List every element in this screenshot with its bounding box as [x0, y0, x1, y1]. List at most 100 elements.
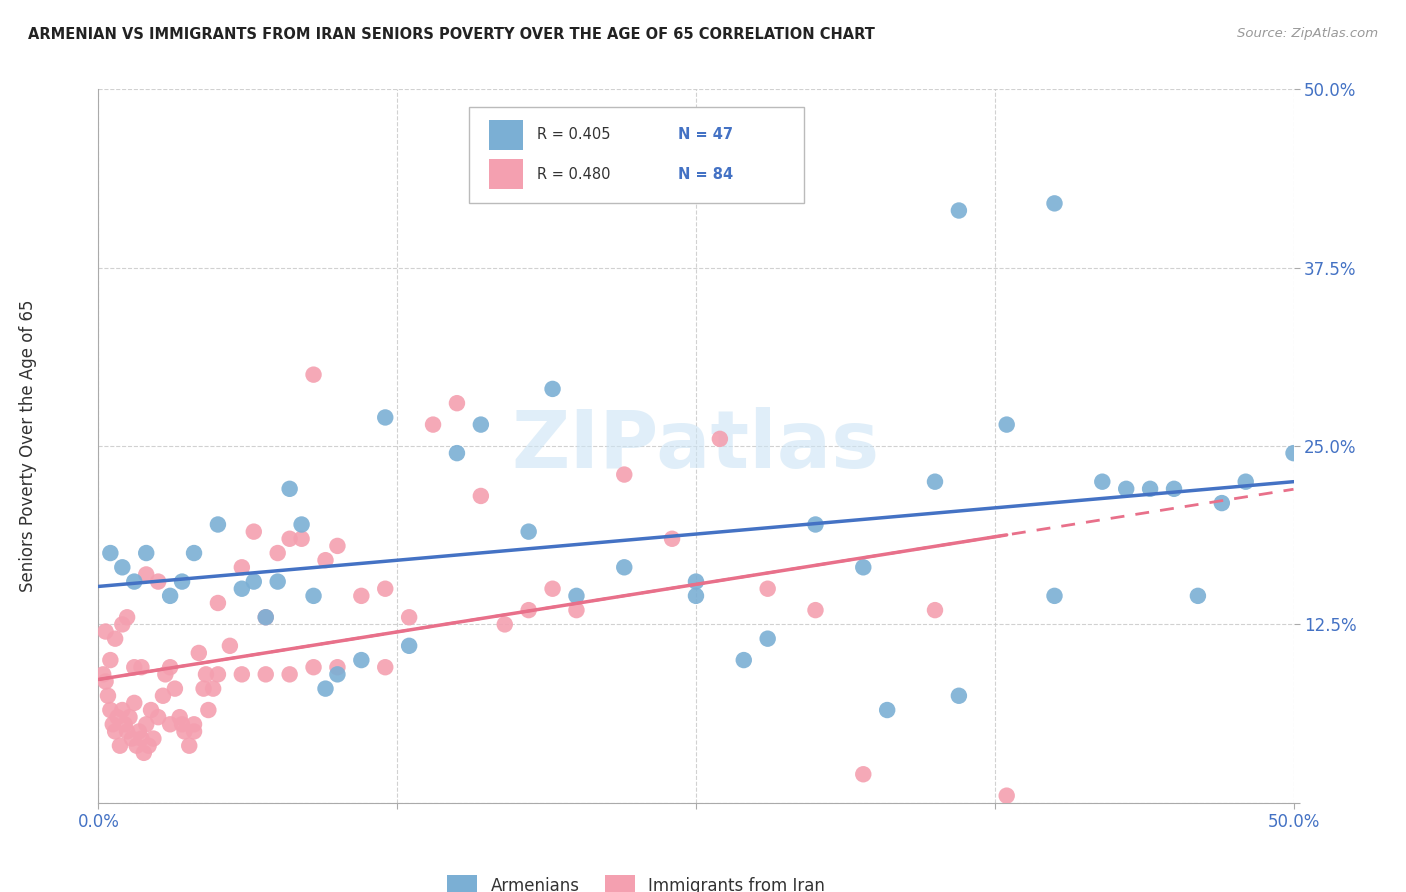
Point: [231, 582, 253, 596]
Point: [1043, 196, 1066, 211]
Point: [948, 203, 970, 218]
Point: [94, 674, 117, 689]
Point: [124, 660, 146, 674]
Point: [374, 410, 396, 425]
Point: [398, 639, 420, 653]
Point: [278, 532, 301, 546]
Point: [278, 667, 301, 681]
Point: [995, 417, 1018, 432]
Point: [302, 660, 325, 674]
Point: [852, 560, 875, 574]
Point: [202, 681, 225, 696]
Point: [231, 667, 253, 681]
Point: [142, 731, 165, 746]
Point: [541, 582, 564, 596]
Point: [207, 596, 229, 610]
Point: [193, 681, 215, 696]
Point: [350, 653, 373, 667]
Point: [278, 482, 301, 496]
Point: [243, 524, 266, 539]
Point: [374, 660, 396, 674]
Point: [115, 610, 138, 624]
Point: [121, 731, 143, 746]
Point: [924, 475, 946, 489]
Point: [804, 603, 827, 617]
Point: [924, 603, 946, 617]
Point: [114, 717, 136, 731]
Point: [302, 368, 325, 382]
Point: [219, 639, 242, 653]
Point: [104, 724, 127, 739]
Point: [1043, 589, 1066, 603]
Text: N = 47: N = 47: [678, 128, 733, 143]
Point: [756, 632, 779, 646]
Point: [565, 603, 588, 617]
Point: [1115, 482, 1137, 496]
Point: [290, 532, 312, 546]
Point: [104, 632, 127, 646]
Point: [148, 710, 170, 724]
Point: [852, 767, 875, 781]
Point: [173, 724, 195, 739]
Point: [91, 667, 114, 681]
Point: [1187, 589, 1209, 603]
Point: [97, 689, 120, 703]
Point: [1091, 475, 1114, 489]
Point: [131, 731, 153, 746]
Point: [470, 417, 492, 432]
Point: [661, 532, 683, 546]
Point: [1282, 446, 1305, 460]
Point: [148, 574, 170, 589]
Point: [315, 553, 337, 567]
FancyBboxPatch shape: [470, 107, 804, 203]
Point: [101, 717, 124, 731]
Point: [685, 589, 707, 603]
FancyBboxPatch shape: [489, 120, 523, 150]
Point: [159, 589, 181, 603]
Point: [231, 560, 253, 574]
Point: [326, 660, 349, 674]
Point: [183, 724, 205, 739]
Point: [446, 396, 468, 410]
Point: [187, 646, 209, 660]
Point: [98, 703, 122, 717]
Point: [98, 546, 122, 560]
Text: Seniors Poverty Over the Age of 65: Seniors Poverty Over the Age of 65: [20, 300, 37, 592]
Point: [709, 432, 731, 446]
Point: [326, 667, 349, 681]
Point: [254, 667, 277, 681]
Point: [138, 739, 160, 753]
Point: [125, 739, 148, 753]
Point: [159, 660, 181, 674]
Point: [131, 660, 153, 674]
Point: [470, 489, 492, 503]
Text: ARMENIAN VS IMMIGRANTS FROM IRAN SENIORS POVERTY OVER THE AGE OF 65 CORRELATION : ARMENIAN VS IMMIGRANTS FROM IRAN SENIORS…: [28, 27, 875, 42]
Point: [565, 589, 588, 603]
Point: [1234, 475, 1257, 489]
Point: [155, 667, 177, 681]
Point: [267, 546, 290, 560]
Point: [422, 417, 444, 432]
Point: [111, 703, 134, 717]
Point: [541, 382, 564, 396]
Point: [517, 524, 540, 539]
Point: [139, 703, 162, 717]
Point: [124, 574, 146, 589]
Point: [118, 710, 141, 724]
Point: [179, 739, 201, 753]
Point: [374, 582, 396, 596]
Point: [243, 574, 266, 589]
Text: N = 84: N = 84: [678, 167, 733, 182]
Point: [302, 589, 325, 603]
Point: [756, 582, 779, 596]
Point: [135, 546, 157, 560]
Point: [446, 446, 468, 460]
Point: [132, 746, 155, 760]
Point: [111, 617, 134, 632]
Point: [183, 546, 205, 560]
Point: [804, 517, 827, 532]
Point: [135, 567, 157, 582]
Point: [876, 703, 898, 717]
Point: [163, 681, 186, 696]
Point: [267, 574, 290, 589]
